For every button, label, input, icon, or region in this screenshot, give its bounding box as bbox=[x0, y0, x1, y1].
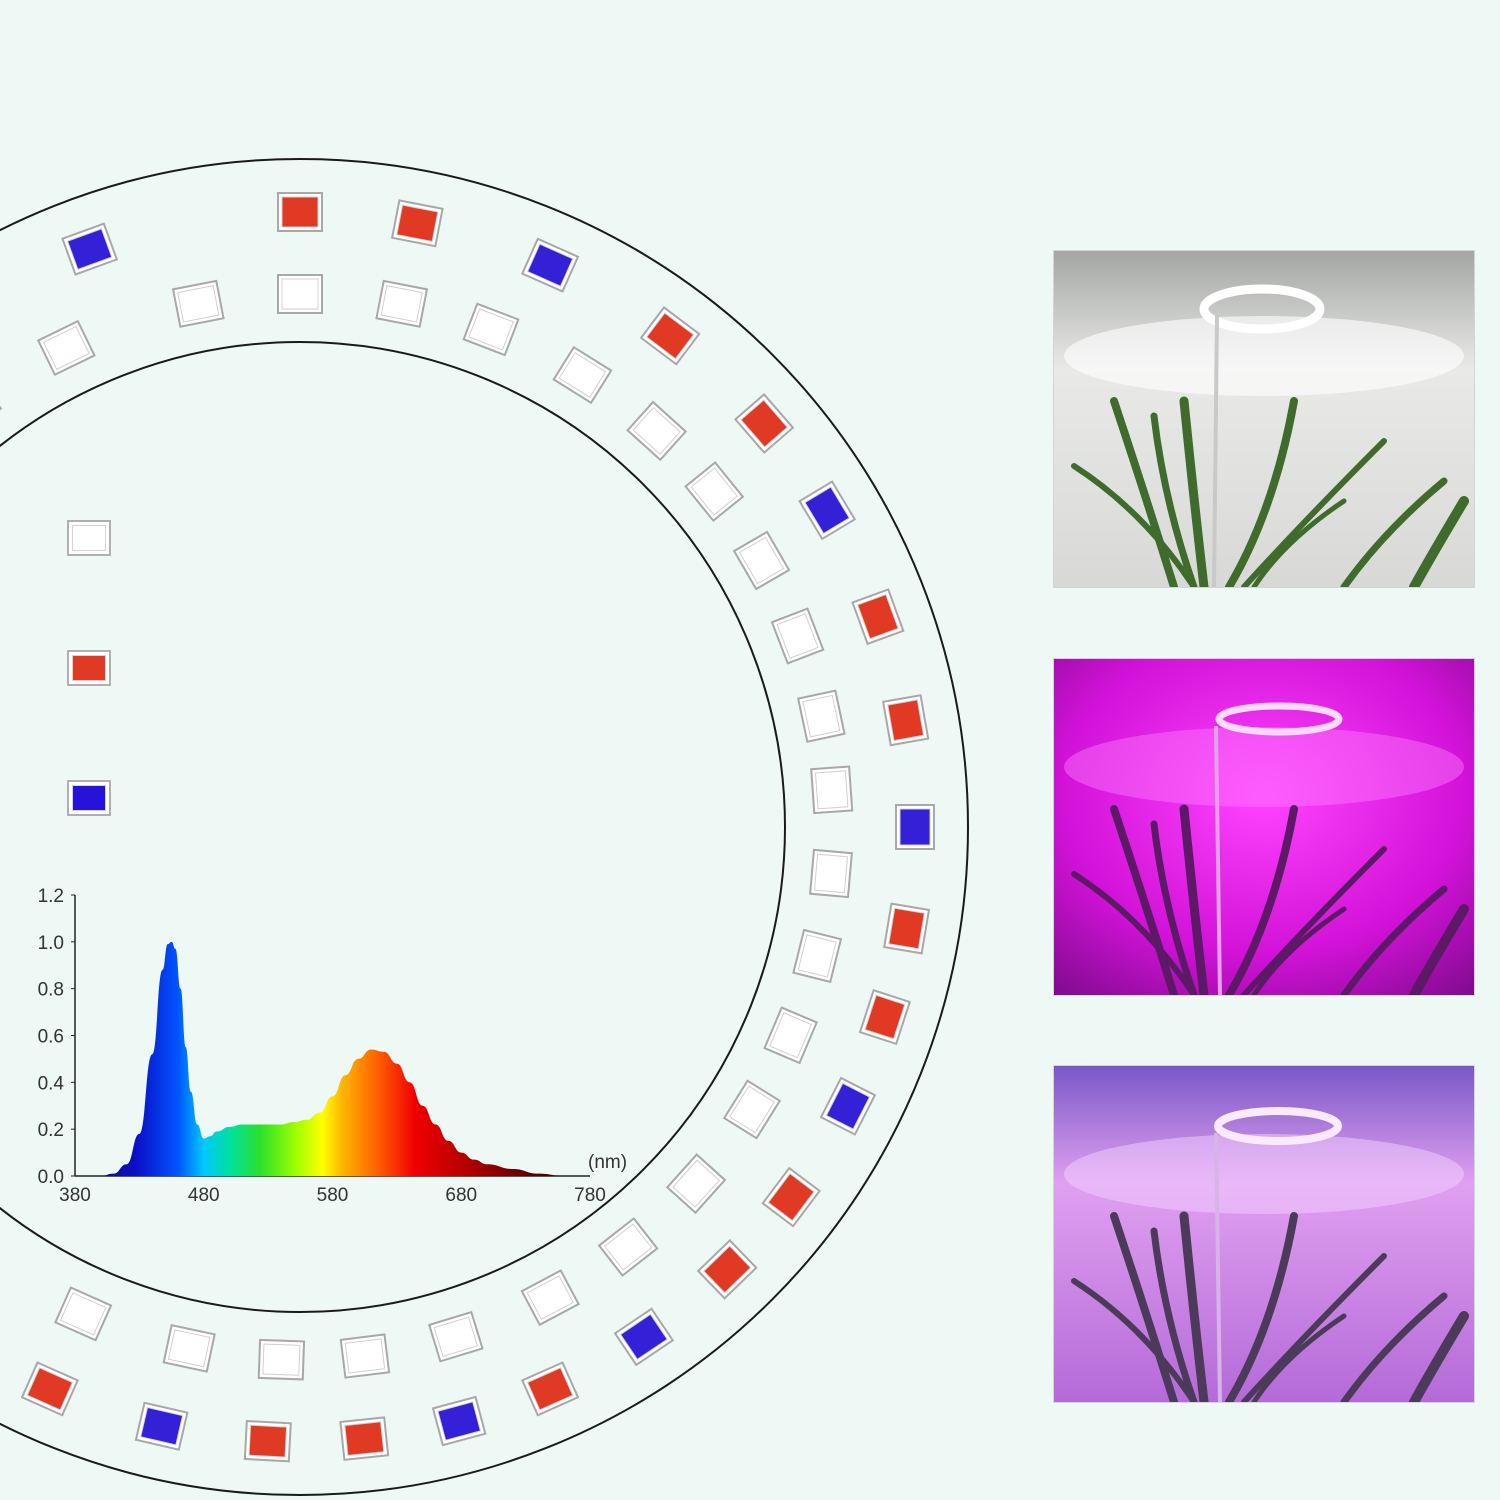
red-led-chip bbox=[390, 199, 444, 248]
white-led-chip bbox=[375, 279, 429, 328]
white-led-icon bbox=[67, 520, 111, 556]
white-led-chip bbox=[257, 1338, 306, 1381]
white-led-chip bbox=[763, 1006, 819, 1065]
red-led-chip bbox=[20, 1361, 80, 1417]
white-led-chip bbox=[732, 530, 791, 591]
spectrum-area bbox=[75, 941, 590, 1176]
outer-led-row bbox=[20, 192, 935, 1463]
red-led-chip bbox=[858, 988, 912, 1046]
red-led-chip bbox=[733, 393, 795, 455]
white-led-chip bbox=[162, 1324, 216, 1373]
led-ring-board bbox=[0, 158, 969, 1496]
red-led-chip bbox=[851, 588, 905, 646]
red-led-chip bbox=[696, 1239, 758, 1300]
white-led-chip bbox=[797, 689, 846, 743]
white-led-chip bbox=[552, 345, 613, 405]
y-tick-label: 0.0 bbox=[38, 1167, 64, 1188]
white-led-chip bbox=[0, 377, 3, 437]
red-led-chip bbox=[883, 902, 931, 955]
x-tick-label: 580 bbox=[317, 1185, 349, 1206]
white-led-chip bbox=[597, 1217, 659, 1277]
y-tick-label: 0.4 bbox=[38, 1073, 65, 1094]
y-tick-label: 0.8 bbox=[38, 980, 64, 1001]
white-led-chip bbox=[339, 1333, 391, 1379]
y-tick-label: 0.6 bbox=[38, 1027, 64, 1048]
blue-led-chip bbox=[819, 1076, 877, 1136]
y-tick-labels: 0.0 0.2 0.4 0.6 0.8 1.0 1.2 bbox=[38, 886, 75, 1188]
plant-photo-magenta-light bbox=[1053, 658, 1475, 996]
x-axis-unit: (nm) bbox=[588, 1152, 627, 1173]
inner-ring-line bbox=[0, 341, 786, 1313]
red-led-chip bbox=[520, 1361, 580, 1417]
blue-led-chip bbox=[431, 1395, 487, 1447]
x-tick-label: 480 bbox=[188, 1185, 220, 1206]
white-led-chip bbox=[810, 765, 854, 815]
outer-ring-line bbox=[0, 158, 969, 1496]
white-led-chip bbox=[684, 461, 745, 523]
blue-led-chip bbox=[520, 237, 580, 293]
white-led-chip bbox=[665, 1153, 727, 1215]
red-led-chip bbox=[277, 192, 323, 232]
inner-led-row bbox=[0, 274, 854, 1381]
white-led-chip bbox=[462, 302, 520, 357]
x-tick-labels: 380 480 580 680 780 bbox=[59, 1185, 606, 1206]
white-led-chip bbox=[171, 279, 225, 328]
blue-led-chip bbox=[798, 480, 857, 541]
y-tick-label: 1.2 bbox=[38, 886, 64, 907]
white-led-chip bbox=[792, 928, 843, 984]
white-led-chip bbox=[626, 400, 688, 462]
x-tick-label: 680 bbox=[445, 1185, 477, 1206]
white-led-chip bbox=[54, 1286, 113, 1342]
white-led-chip bbox=[36, 319, 96, 377]
blue-led-chip bbox=[61, 222, 119, 276]
red-led-chip bbox=[639, 306, 701, 366]
white-led-chip bbox=[277, 274, 323, 314]
red-led-chip bbox=[881, 694, 930, 747]
blue-led-chip bbox=[134, 1401, 189, 1451]
y-tick-label: 0.2 bbox=[38, 1120, 64, 1141]
blue-led-chip bbox=[895, 804, 935, 850]
red-led-icon bbox=[67, 650, 111, 686]
red-led-chip bbox=[243, 1419, 292, 1463]
x-tick-label: 380 bbox=[59, 1185, 91, 1206]
white-led-chip bbox=[520, 1269, 580, 1327]
blue-led-chip bbox=[613, 1307, 675, 1367]
y-tick-label: 1.0 bbox=[38, 933, 64, 954]
white-led-chip bbox=[722, 1079, 782, 1140]
white-led-chip bbox=[770, 607, 825, 665]
plant-photo-violet-light bbox=[1053, 1065, 1475, 1403]
plant-photo-white-light bbox=[1053, 250, 1475, 588]
blue-led-icon bbox=[67, 780, 111, 816]
white-led-chip bbox=[809, 848, 853, 899]
x-tick-label: 780 bbox=[574, 1185, 606, 1206]
red-led-chip bbox=[339, 1416, 390, 1461]
white-led-chip bbox=[427, 1310, 484, 1363]
spectrum-chart: 0.0 0.2 0.4 0.6 0.8 1.0 1.2 380 480 580 680 780 (n… bbox=[38, 886, 627, 1206]
red-led-chip bbox=[761, 1166, 821, 1228]
